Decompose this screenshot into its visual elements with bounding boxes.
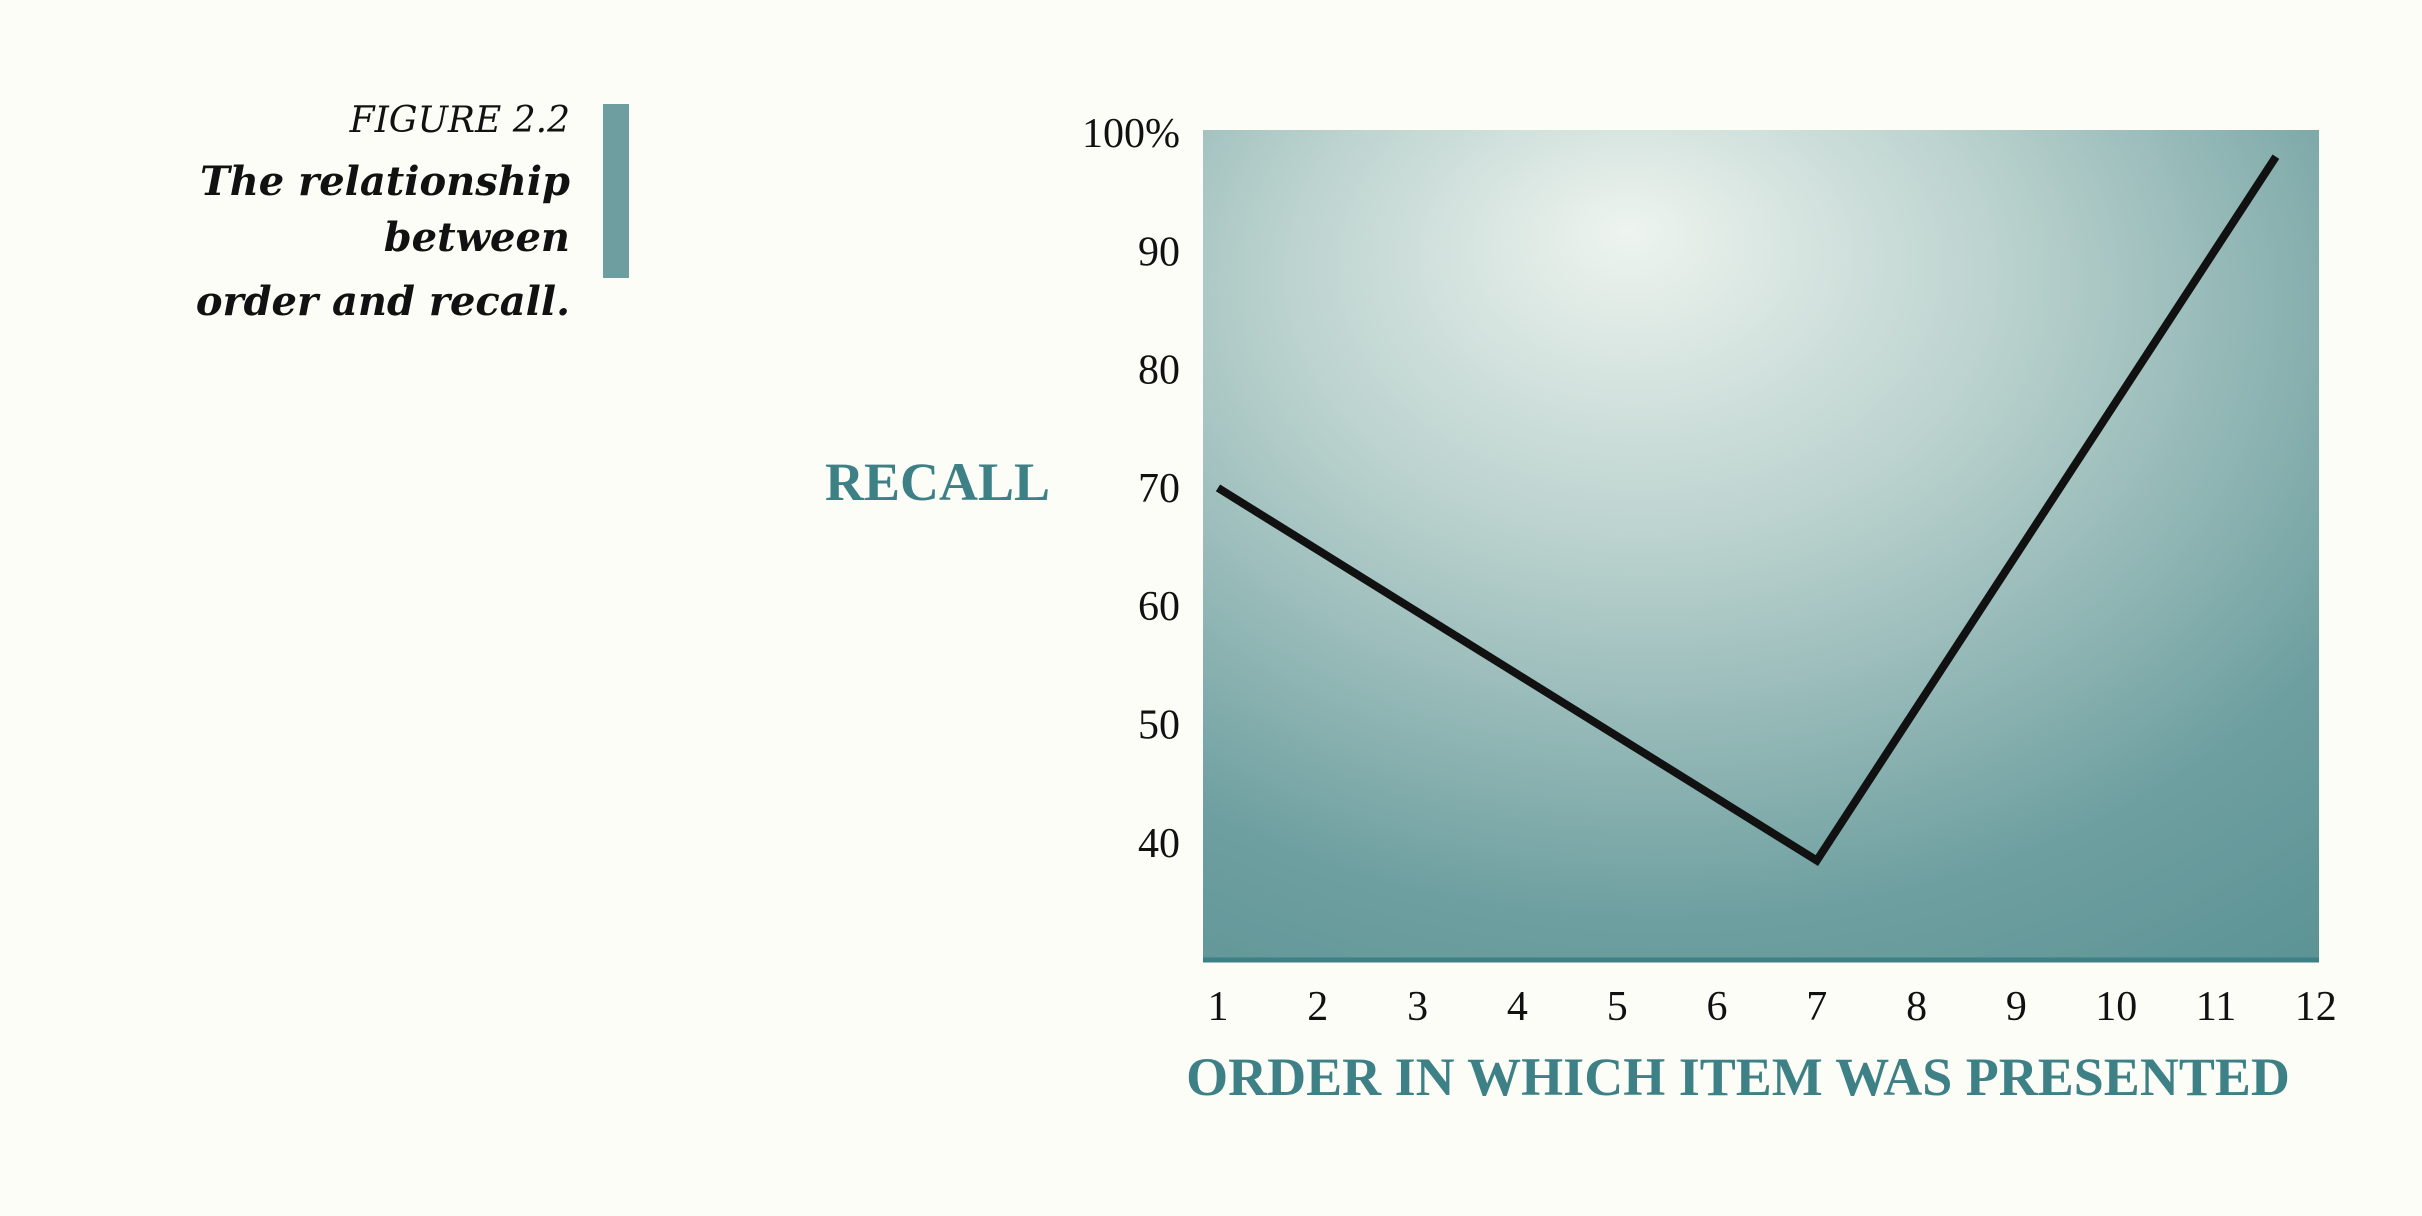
y-tick-label: 50	[1138, 703, 1180, 749]
y-tick-label: 40	[1138, 821, 1180, 867]
x-axis-title: ORDER IN WHICH ITEM WAS PRESENTED	[1186, 1047, 2290, 1107]
x-tick-label: 2	[1307, 984, 1328, 1030]
x-tick-label: 5	[1607, 984, 1628, 1030]
x-tick-labels: 1 2 3 4 5 6 7 8 9 10 11 12	[1208, 984, 2337, 1030]
y-tick-label: 80	[1138, 348, 1180, 394]
x-tick-label: 10	[2095, 984, 2137, 1030]
x-tick-label: 11	[2196, 984, 2236, 1030]
x-tick-label: 4	[1507, 984, 1528, 1030]
plot-area	[1203, 130, 2319, 960]
y-tick-label: 60	[1138, 584, 1180, 630]
y-tick-label: 90	[1138, 229, 1180, 275]
x-tick-label: 12	[2295, 984, 2337, 1030]
figure-caption-line-2: order and recall.	[195, 278, 570, 325]
y-tick-labels: 40 50 60 70 80 90 100%	[1082, 111, 1180, 867]
x-tick-label: 8	[1906, 984, 1927, 1030]
figure-caption: FIGURE 2.2 The relationship between orde…	[0, 96, 570, 330]
recall-series-line	[1215, 154, 2280, 866]
figure-caption-line-1: The relationship between	[199, 158, 570, 261]
y-tick-label: 100%	[1082, 111, 1180, 157]
x-tick-label: 9	[2006, 984, 2027, 1030]
caption-accent-bar	[603, 104, 629, 278]
x-tick-label: 3	[1407, 984, 1428, 1030]
y-tick-label: 70	[1138, 466, 1180, 512]
figure-label: FIGURE 2.2	[349, 100, 570, 141]
y-axis-title: RECALL	[825, 452, 1050, 512]
x-tick-label: 6	[1707, 984, 1728, 1030]
x-tick-label: 7	[1806, 984, 1827, 1030]
x-tick-label: 1	[1208, 984, 1229, 1030]
